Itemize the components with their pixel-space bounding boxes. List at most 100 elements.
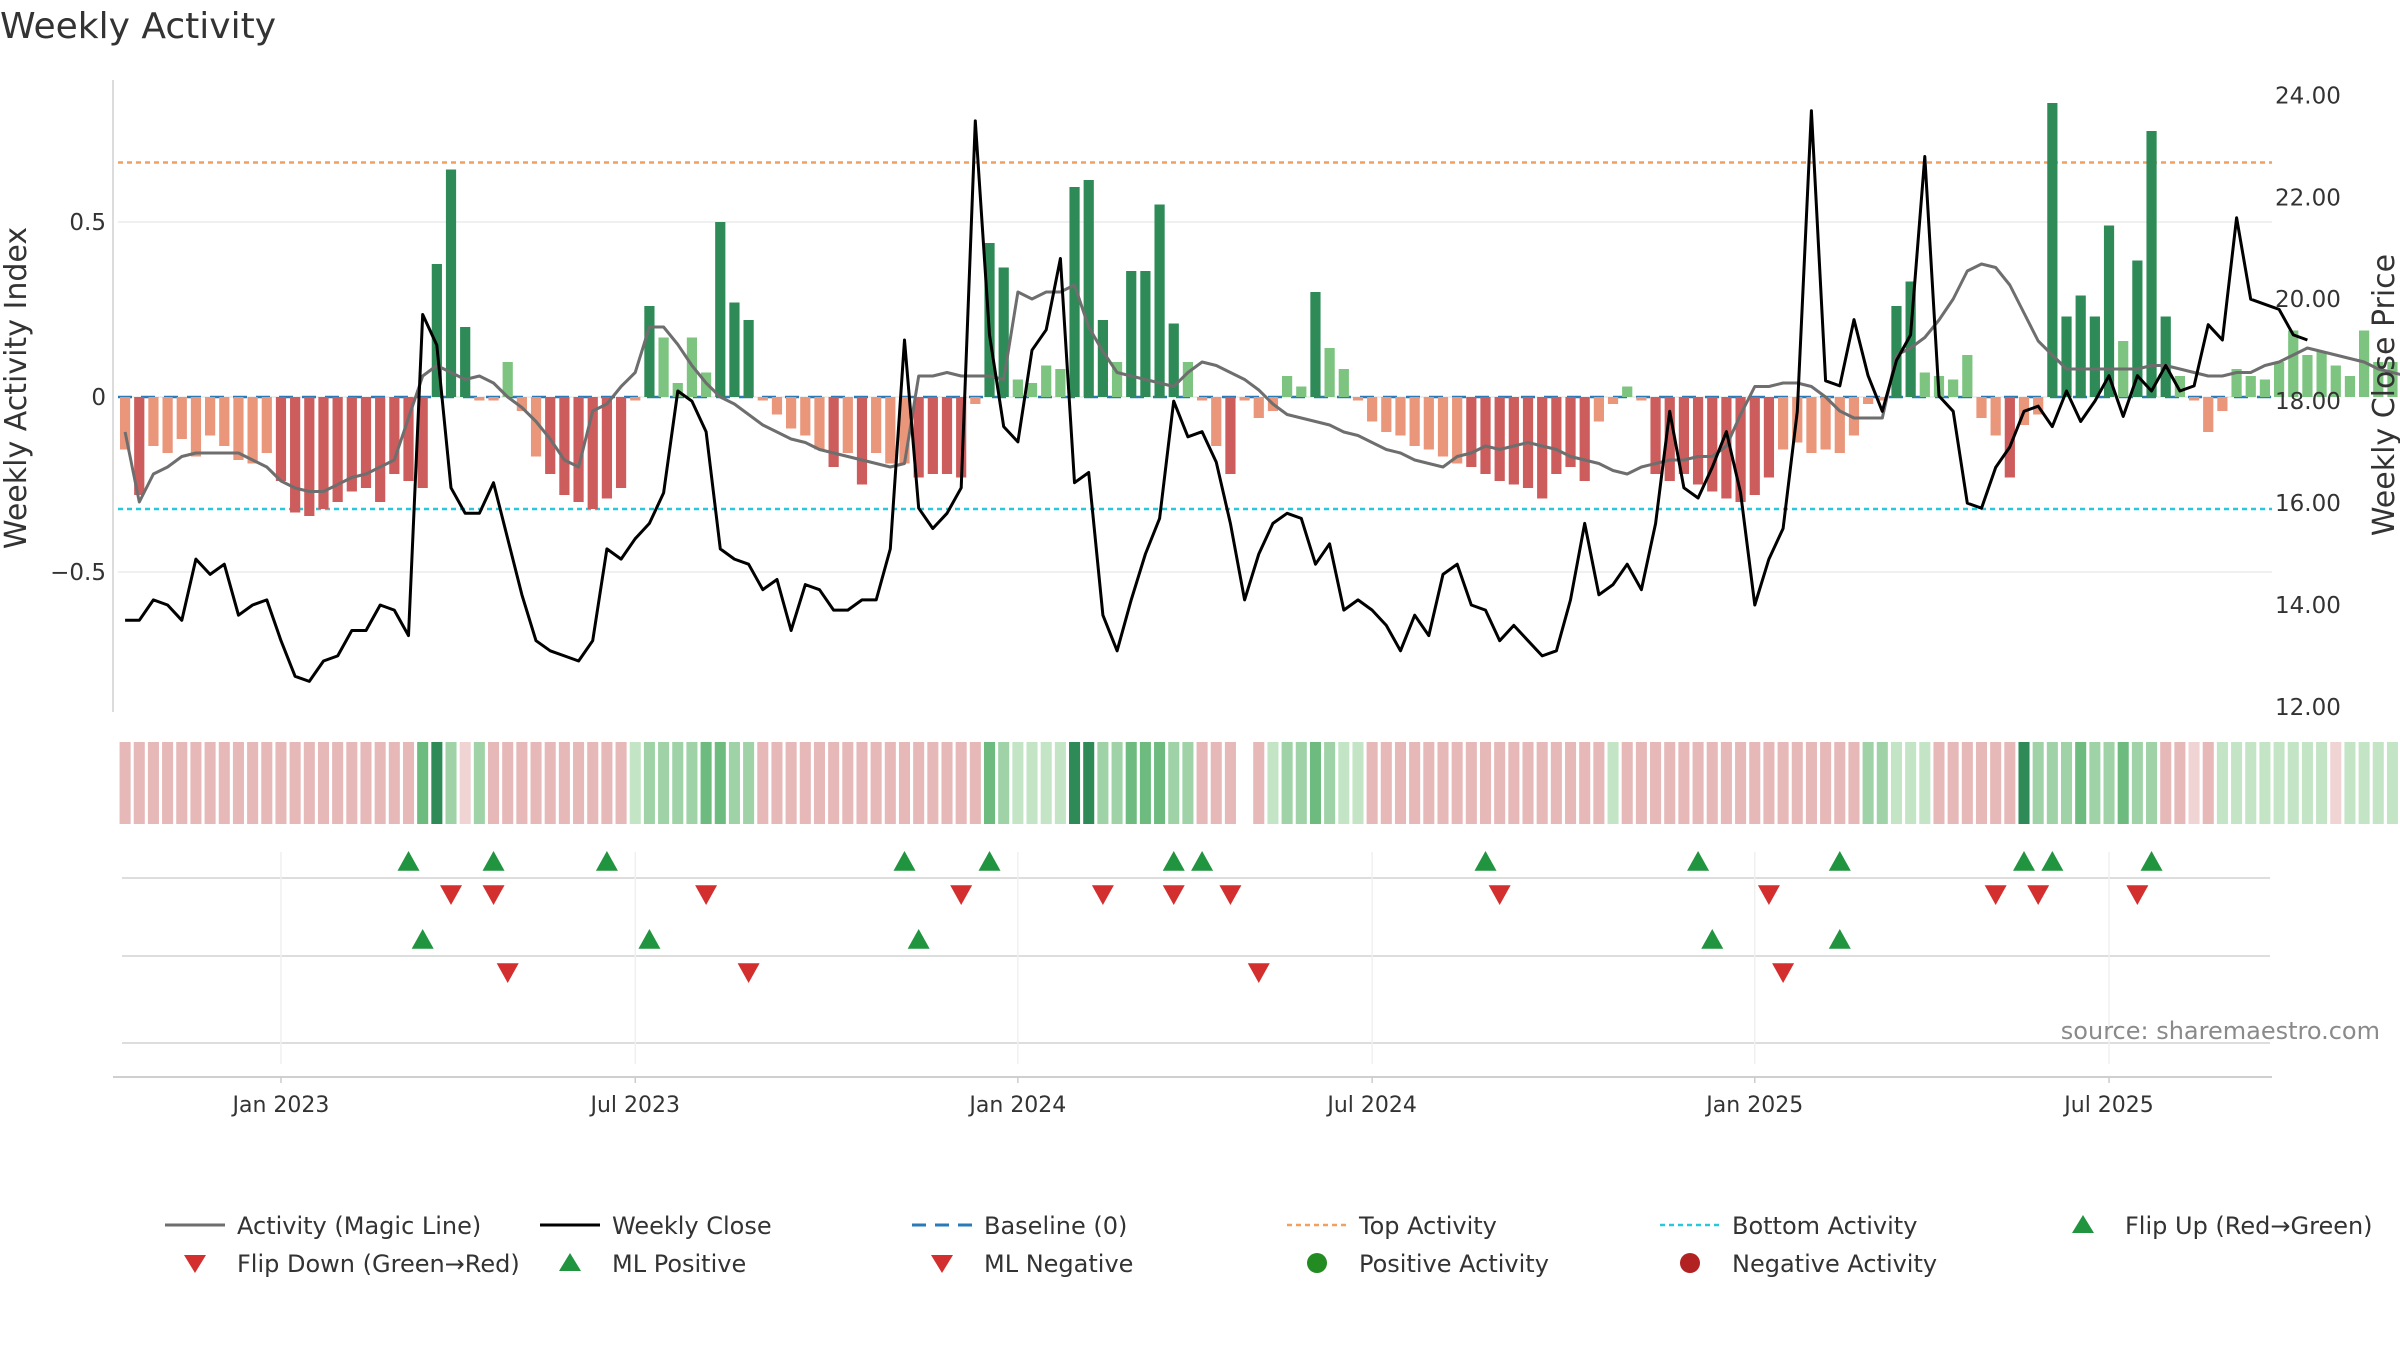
- strip-cell: [558, 742, 570, 824]
- strip-cell: [1621, 742, 1633, 824]
- strip-cell: [2060, 742, 2073, 824]
- activity-bar: [1919, 372, 1930, 397]
- flip-down-marker: [2027, 885, 2050, 905]
- activity-bar: [1352, 397, 1364, 401]
- activity-bar: [530, 397, 542, 457]
- activity-bar: [615, 397, 627, 488]
- strip-cell: [473, 742, 485, 824]
- activity-bar: [1579, 397, 1590, 481]
- activity-bar: [1622, 386, 1633, 397]
- legend-item: Negative Activity: [1680, 1250, 1937, 1278]
- right-axis-label: Weekly Close Price: [2367, 254, 2400, 536]
- strip-cell: [672, 742, 684, 824]
- activity-bar: [1012, 379, 1023, 397]
- activity-bar: [1296, 386, 1307, 397]
- activity-bar: [2004, 397, 2015, 478]
- activity-bar: [119, 397, 131, 450]
- strip-cell: [417, 742, 429, 824]
- activity-bar: [431, 264, 442, 397]
- strip-cell: [700, 742, 712, 824]
- strip-cell: [2273, 742, 2285, 824]
- activity-color-strip: [119, 742, 2398, 824]
- strip-cell: [2245, 742, 2257, 824]
- strip-cell: [643, 742, 655, 824]
- strip-cell: [1706, 742, 1718, 824]
- legend-item: Top Activity: [1287, 1212, 1497, 1240]
- strip-cell: [1777, 742, 1789, 824]
- left-tick-label: −0.5: [50, 560, 106, 586]
- activity-bar: [1282, 376, 1293, 397]
- strip-cell: [828, 742, 840, 824]
- strip-cell: [1607, 742, 1619, 824]
- strip-cell: [927, 742, 939, 824]
- activity-bar: [1381, 397, 1392, 432]
- flip-up-marker: [1191, 851, 1214, 871]
- strip-cell: [1196, 742, 1208, 824]
- strip-cell: [388, 742, 400, 824]
- activity-bar: [1763, 397, 1775, 478]
- flip-up-marker: [1474, 851, 1497, 871]
- activity-bar: [1749, 397, 1760, 495]
- strip-cell: [459, 742, 471, 824]
- strip-cell: [913, 742, 925, 824]
- strip-cell: [1423, 742, 1435, 824]
- activity-bar: [2344, 376, 2356, 397]
- activity-bar: [516, 397, 527, 411]
- flip-up-marker: [2041, 851, 2064, 871]
- activity-bar: [2103, 225, 2115, 397]
- strip-cell: [431, 742, 443, 824]
- left-y-axis: 0.5 0 −0.5: [50, 210, 106, 586]
- strip-cell: [1083, 742, 1095, 824]
- strip-cell: [1267, 742, 1279, 824]
- ml-positive-marker: [638, 929, 661, 949]
- strip-cell: [1692, 742, 1704, 824]
- legend-swatch: [1307, 1253, 1327, 1273]
- flip-down-marker: [440, 885, 463, 905]
- activity-bar: [2259, 379, 2271, 397]
- activity-bar: [360, 397, 372, 488]
- strip-cell: [2032, 742, 2044, 824]
- strip-cell: [870, 742, 882, 824]
- ml-negative-marker: [737, 963, 760, 983]
- activity-bar: [757, 397, 768, 401]
- activity-bar: [1126, 271, 1137, 397]
- activity-bar: [247, 397, 258, 464]
- legend-label: Positive Activity: [1359, 1250, 1549, 1278]
- strip-cell: [1579, 742, 1591, 824]
- activity-bar: [1367, 397, 1378, 422]
- legend-label: ML Positive: [612, 1250, 746, 1278]
- legend-swatch: [931, 1255, 953, 1273]
- strip-cell: [1409, 742, 1421, 824]
- strip-cell: [162, 742, 174, 824]
- strip-cell: [1635, 742, 1647, 824]
- activity-bar: [2373, 362, 2384, 397]
- legend-label: Flip Up (Red→Green): [2125, 1212, 2373, 1240]
- strip-cell: [346, 742, 358, 824]
- flip-marker-panel: [113, 851, 2272, 1078]
- activity-bar: [2061, 316, 2072, 397]
- strip-cell: [1508, 742, 1520, 824]
- legend-item: Positive Activity: [1307, 1250, 1549, 1278]
- legend-item: Flip Down (Green→Red): [184, 1250, 520, 1278]
- activity-bar: [2359, 330, 2370, 397]
- legend-label: Bottom Activity: [1732, 1212, 1917, 1240]
- strip-cell: [544, 742, 556, 824]
- activity-bar: [375, 397, 386, 502]
- legend: Activity (Magic Line) Weekly Close Baselin…: [165, 1212, 2373, 1278]
- strip-cell: [502, 742, 514, 824]
- activity-bar: [1097, 320, 1108, 397]
- strip-cell: [289, 742, 301, 824]
- activity-bar: [2132, 260, 2143, 397]
- date-tick-label: Jan 2023: [231, 1093, 330, 1118]
- strip-cell: [1834, 742, 1846, 824]
- strip-cell: [2216, 742, 2228, 824]
- activity-bar: [1069, 187, 1080, 397]
- activity-bar: [1055, 369, 1066, 397]
- strip-cell: [119, 742, 131, 824]
- activity-bar: [941, 397, 953, 474]
- activity-bar: [1650, 397, 1661, 474]
- activity-bar: [1480, 397, 1491, 474]
- activity-bar: [2160, 316, 2171, 397]
- strip-cell: [1961, 742, 1973, 824]
- strip-cell: [1848, 742, 1860, 824]
